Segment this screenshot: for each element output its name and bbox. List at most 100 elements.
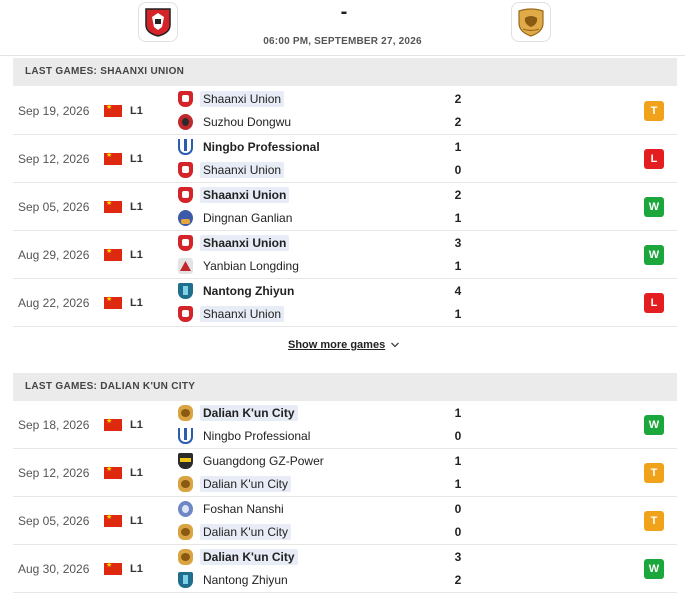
game-row[interactable]: Sep 05, 2026 L1 Foshan Nanshi Dalian K'un C… bbox=[13, 497, 677, 545]
ningbo-logo-icon bbox=[178, 428, 193, 444]
team-away[interactable]: Dalian K'un City bbox=[178, 474, 291, 494]
ningbo-logo-icon bbox=[178, 139, 193, 155]
team-away[interactable]: Dingnan Ganlian bbox=[178, 208, 295, 228]
result-badge: W bbox=[644, 197, 664, 217]
suzhou-logo-icon bbox=[178, 114, 193, 130]
china-flag-icon bbox=[104, 417, 122, 431]
score-home: 3 bbox=[454, 236, 462, 250]
game-date: Aug 30, 2026 bbox=[18, 562, 90, 576]
shaanxi-logo-icon bbox=[178, 306, 193, 322]
league-label: L1 bbox=[130, 563, 143, 575]
score-away: 0 bbox=[454, 163, 462, 177]
team-home[interactable]: Guangdong GZ-Power bbox=[178, 451, 327, 471]
score-home: 2 bbox=[454, 188, 462, 202]
team-name: Guangdong GZ-Power bbox=[203, 454, 324, 468]
league-label: L1 bbox=[130, 201, 143, 213]
game-date: Sep 05, 2026 bbox=[18, 200, 90, 214]
team-home[interactable]: Shaanxi Union bbox=[178, 89, 285, 109]
yanbian-logo-icon bbox=[178, 258, 193, 274]
match-score: - bbox=[340, 1, 348, 23]
game-date: Sep 19, 2026 bbox=[18, 104, 90, 118]
show-more-games-button[interactable]: Show more games bbox=[288, 339, 400, 351]
shaanxi-logo-icon bbox=[178, 235, 193, 251]
game-date: Sep 05, 2026 bbox=[18, 514, 90, 528]
team-home[interactable]: Nantong Zhiyun bbox=[178, 281, 297, 301]
score-home: 0 bbox=[454, 502, 462, 516]
chevron-down-icon bbox=[391, 342, 400, 348]
score-home: 1 bbox=[454, 454, 462, 468]
dalian-kun-city-crest-icon bbox=[518, 8, 544, 37]
china-flag-icon bbox=[104, 513, 122, 527]
team-name: Dalian K'un City bbox=[200, 549, 298, 565]
team-away[interactable]: Shaanxi Union bbox=[178, 304, 285, 324]
league-label: L1 bbox=[130, 153, 143, 165]
result-badge: W bbox=[644, 245, 664, 265]
score-away: 1 bbox=[454, 211, 462, 225]
result-badge: W bbox=[644, 559, 664, 579]
league-label: L1 bbox=[130, 419, 143, 431]
team-home[interactable]: Ningbo Professional bbox=[178, 137, 323, 157]
game-row[interactable]: Sep 12, 2026 L1 Guangdong GZ-Power Dalian K… bbox=[13, 449, 677, 497]
china-flag-icon bbox=[104, 465, 122, 479]
nantong-logo-icon bbox=[178, 572, 193, 588]
china-flag-icon bbox=[104, 561, 122, 575]
result-badge: T bbox=[644, 463, 664, 483]
team-home[interactable]: Dalian K'un City bbox=[178, 403, 298, 423]
team-name: Shaanxi Union bbox=[200, 162, 285, 178]
game-row[interactable]: Aug 30, 2026 L1 Dalian K'un City Nantong Zh… bbox=[13, 545, 677, 593]
team-home[interactable]: Dalian K'un City bbox=[178, 547, 298, 567]
section-header: LAST GAMES: SHAANXI UNION bbox=[13, 58, 677, 86]
league-label: L1 bbox=[130, 467, 143, 479]
shaanxi-logo-icon bbox=[178, 187, 193, 203]
team-away[interactable]: Shaanxi Union bbox=[178, 160, 285, 180]
team-name: Suzhou Dongwu bbox=[203, 115, 292, 129]
china-flag-icon bbox=[104, 151, 122, 165]
score-away: 2 bbox=[454, 573, 462, 587]
guangdong-logo-icon bbox=[178, 453, 193, 469]
team-home[interactable]: Shaanxi Union bbox=[178, 185, 290, 205]
game-row[interactable]: Sep 19, 2026 L1 Shaanxi Union Suzhou Dongwu… bbox=[13, 87, 677, 135]
game-row[interactable]: Sep 05, 2026 L1 Shaanxi Union Dingnan Ganli… bbox=[13, 183, 677, 231]
show-more-label: Show more games bbox=[288, 339, 386, 351]
dalian-logo-icon bbox=[178, 524, 193, 540]
team-name: Nantong Zhiyun bbox=[203, 573, 288, 587]
china-flag-icon bbox=[104, 295, 122, 309]
china-flag-icon bbox=[104, 103, 122, 117]
dingnan-logo-icon bbox=[178, 210, 193, 226]
score-home: 4 bbox=[454, 284, 462, 298]
away-team-logo[interactable] bbox=[511, 2, 551, 42]
team-name: Shaanxi Union bbox=[200, 235, 290, 251]
shaanxi-logo-icon bbox=[178, 162, 193, 178]
home-team-logo[interactable] bbox=[138, 2, 178, 42]
result-badge: T bbox=[644, 511, 664, 531]
china-flag-icon bbox=[104, 199, 122, 213]
game-date: Aug 22, 2026 bbox=[18, 296, 90, 310]
section-header: LAST GAMES: DALIAN K'UN CITY bbox=[13, 373, 677, 401]
team-away[interactable]: Dalian K'un City bbox=[178, 522, 291, 542]
team-away[interactable]: Ningbo Professional bbox=[178, 426, 313, 446]
team-name: Shaanxi Union bbox=[200, 91, 285, 107]
team-away[interactable]: Suzhou Dongwu bbox=[178, 112, 294, 132]
game-row[interactable]: Aug 29, 2026 L1 Shaanxi Union Yanbian Longd… bbox=[13, 231, 677, 279]
dalian-logo-icon bbox=[178, 405, 193, 421]
game-row[interactable]: Sep 12, 2026L1Ningbo ProfessionalShaanxi… bbox=[13, 135, 677, 183]
score-away: 2 bbox=[454, 115, 462, 129]
nantong-logo-icon bbox=[178, 283, 193, 299]
league-label: L1 bbox=[130, 105, 143, 117]
shaanxi-union-crest-icon bbox=[145, 8, 171, 37]
score-away: 1 bbox=[454, 307, 462, 321]
dalian-logo-icon bbox=[178, 476, 193, 492]
team-name: Shaanxi Union bbox=[200, 187, 290, 203]
shaanxi-logo-icon bbox=[178, 91, 193, 107]
team-name: Shaanxi Union bbox=[200, 306, 285, 322]
game-row[interactable]: Sep 18, 2026 L1 Dalian K'un City Ningbo Pro… bbox=[13, 401, 677, 449]
team-name: Yanbian Longding bbox=[203, 259, 299, 273]
team-away[interactable]: Yanbian Longding bbox=[178, 256, 302, 276]
team-away[interactable]: Nantong Zhiyun bbox=[178, 570, 291, 590]
team-name: Nantong Zhiyun bbox=[203, 284, 295, 298]
score-away: 1 bbox=[454, 259, 462, 273]
team-home[interactable]: Foshan Nanshi bbox=[178, 499, 287, 519]
team-home[interactable]: Shaanxi Union bbox=[178, 233, 290, 253]
score-home: 1 bbox=[454, 140, 462, 154]
